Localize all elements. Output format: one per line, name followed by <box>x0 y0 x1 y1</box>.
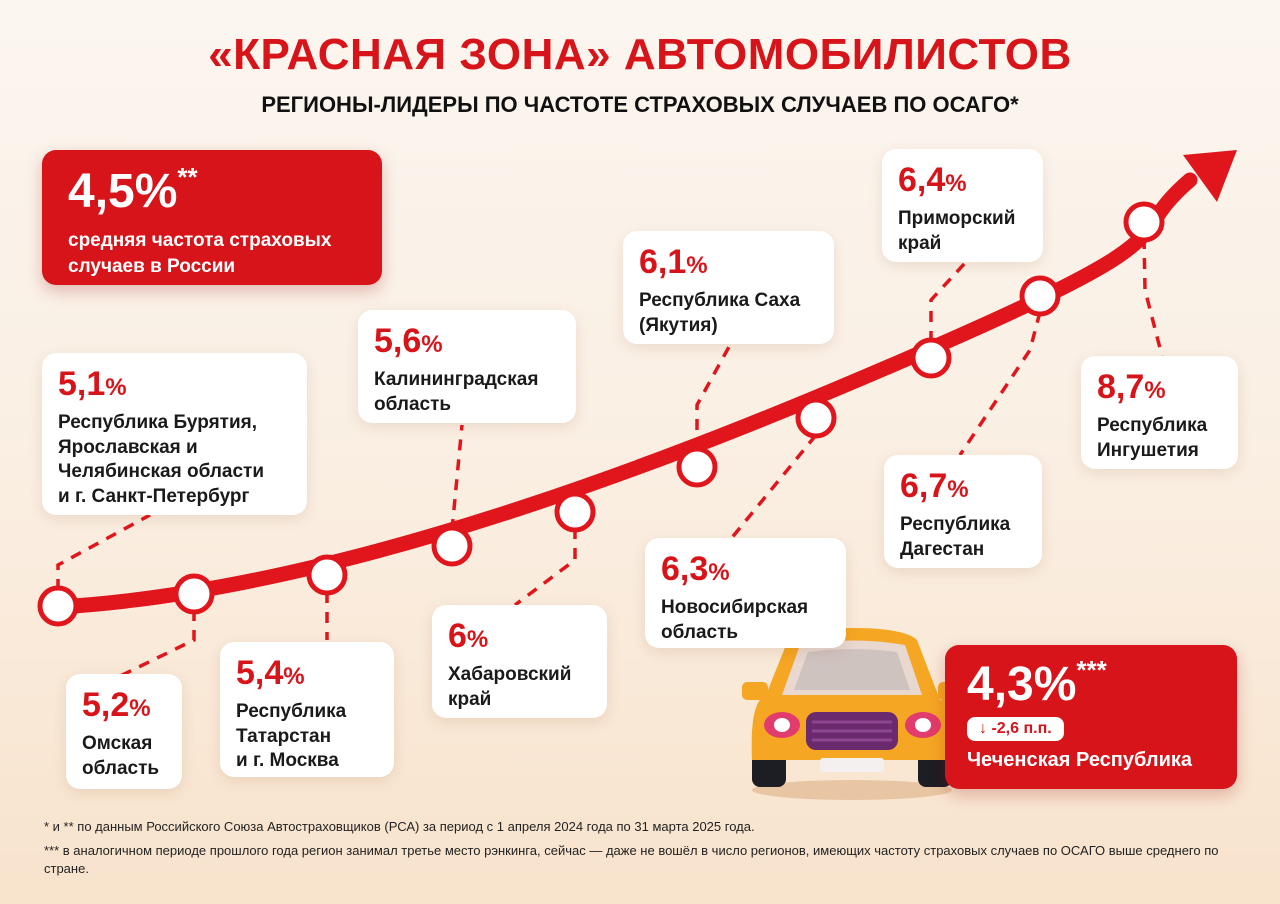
region-card-novosibirsk: 6,3% Новосибирская область <box>645 538 846 648</box>
connector-line-9 <box>1142 237 1164 357</box>
region-name: Республика Дагестан <box>900 514 1011 560</box>
change-badge: ↓ -2,6 п.п. <box>967 717 1064 741</box>
connector-lines <box>56 237 1164 682</box>
connector-line-7 <box>929 261 967 342</box>
average-label: средняя частота страховых случаев в Росс… <box>68 230 332 277</box>
region-name: Калининградская область <box>374 369 539 415</box>
page-title: «КРАСНАЯ ЗОНА» АВТОМОБИЛИСТОВ <box>208 30 1072 79</box>
arrow-head-icon <box>1183 150 1237 202</box>
connector-line-3 <box>450 424 464 531</box>
trend-node-6 <box>795 397 837 439</box>
trend-node-7 <box>910 337 952 379</box>
connector-line-0 <box>56 513 151 590</box>
chechnya-value: 4,3%*** <box>967 655 1107 711</box>
region-name: Республика Бурятия, Ярославская и Челябинс… <box>58 412 265 508</box>
trend-node-3 <box>431 525 473 567</box>
region-card-primorsky: 6,4% Приморский край <box>882 149 1043 262</box>
region-value: 6,7% <box>900 467 969 505</box>
region-card-khabarovsk: 6% Хабаровский край <box>432 605 607 718</box>
footnote-2: *** в аналогичном периоде прошлого года … <box>44 843 1219 877</box>
region-card-tatarstan: 5,4% Республика Татарстан и г. Москва <box>220 642 394 777</box>
region-card-dagestan: 6,7% Республика Дагестан <box>884 455 1042 568</box>
trend-node-5 <box>676 446 718 488</box>
trend-node-1 <box>173 573 215 615</box>
region-name: Республика Ингушетия <box>1097 415 1208 461</box>
car-icon <box>742 628 964 800</box>
region-card-kaliningrad: 5,6% Калининградская область <box>358 310 576 423</box>
region-value: 6% <box>448 617 489 655</box>
region-card-ingushetia: 8,7% Республика Ингушетия <box>1081 356 1238 469</box>
chechnya-name: Чеченская Республика <box>967 749 1192 771</box>
region-value: 5,2% <box>82 686 151 724</box>
region-value: 5,4% <box>236 654 305 692</box>
connector-line-4 <box>513 528 577 607</box>
region-value: 8,7% <box>1097 368 1166 406</box>
region-card-yakutia: 6,1% Республика Саха (Якутия) <box>623 231 834 344</box>
connector-line-1 <box>111 610 196 682</box>
region-card-buryatia: 5,1% Республика Бурятия, Ярославская и Чел… <box>42 353 307 515</box>
trend-node-4 <box>554 491 596 533</box>
region-card-omsk: 5,2% Омская область <box>66 674 182 789</box>
connector-line-6 <box>728 433 818 542</box>
region-name: Омская область <box>82 733 160 779</box>
region-value: 5,1% <box>58 365 127 403</box>
average-card: 4,5%** средняя частота страховых случаев… <box>42 150 382 285</box>
connector-line-5 <box>695 344 732 450</box>
page-subtitle: РЕГИОНЫ-ЛИДЕРЫ ПО ЧАСТОТЕ СТРАХОВЫХ СЛУЧ… <box>261 92 1019 117</box>
trend-node-9 <box>1123 201 1165 243</box>
trend-node-8 <box>1019 275 1061 317</box>
region-name: Республика Саха (Якутия) <box>639 290 801 336</box>
connector-line-8 <box>958 311 1042 456</box>
region-value: 5,6% <box>374 322 443 360</box>
average-value: 4,5%** <box>68 162 198 218</box>
trend-node-2 <box>306 554 348 596</box>
region-value: 6,4% <box>898 161 967 199</box>
region-name: Приморский край <box>898 208 1016 254</box>
chechnya-card: 4,3%*** ↓ -2,6 п.п. Чеченская Республика <box>945 645 1237 789</box>
region-name: Новосибирская область <box>661 597 809 643</box>
footnote-1: * и ** по данным Российского Союза Автос… <box>44 819 755 834</box>
region-value: 6,1% <box>639 243 708 281</box>
region-name: Хабаровский край <box>448 664 572 710</box>
trend-node-0 <box>37 585 79 627</box>
trend-nodes <box>37 201 1165 627</box>
region-name: Республика Татарстан и г. Москва <box>236 701 347 772</box>
region-value: 6,3% <box>661 550 730 588</box>
